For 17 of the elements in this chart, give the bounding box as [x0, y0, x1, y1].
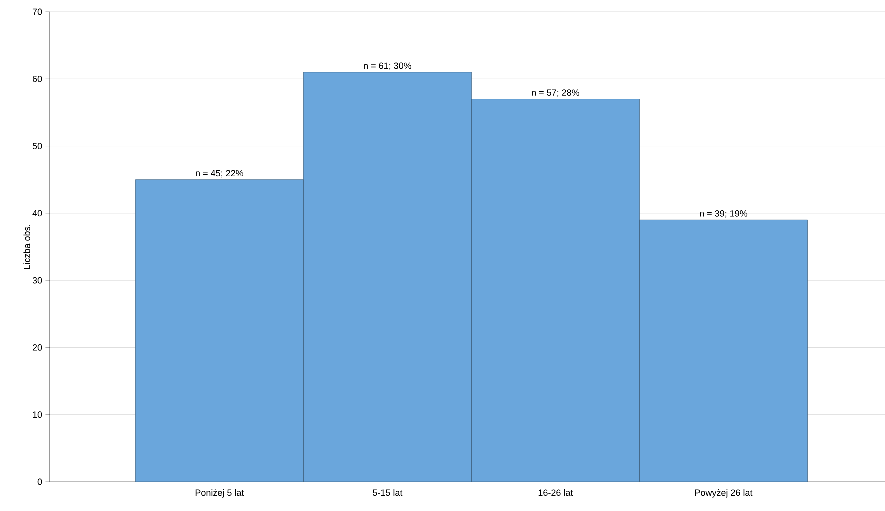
x-tick-label: Poniżej 5 lat [196, 489, 244, 498]
x-tick-label: Powyżej 26 lat [695, 489, 753, 498]
y-tick-label: 10 [33, 412, 42, 418]
y-tick-label: 30 [32, 277, 42, 284]
y-tick-label: 70 [32, 8, 42, 16]
data-label: n = 39; 19% [700, 210, 748, 218]
y-tick-label: 50 [32, 143, 42, 150]
y-tick-label: 60 [32, 76, 42, 82]
y-tick-label: 20 [32, 344, 42, 351]
data-label: n = 57; 28% [532, 90, 580, 98]
x-tick-label: 16-26 lat [538, 489, 574, 496]
data-label: n = 45; 22% [196, 170, 244, 178]
y-tick-label: 40 [32, 210, 42, 217]
data-label: n = 61; 30% [364, 62, 412, 70]
y-axis-title: Liczba obs. [24, 225, 30, 270]
x-tick-label: 5-15 lat [373, 489, 403, 496]
y-tick-label: 0 [38, 478, 42, 486]
